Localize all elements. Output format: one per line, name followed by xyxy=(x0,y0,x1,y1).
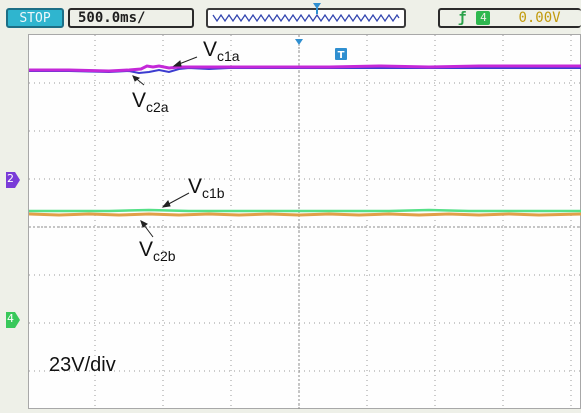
arrowhead-vc1b xyxy=(161,200,171,208)
trigger-position-icon[interactable] xyxy=(295,39,303,45)
trace-vc1a xyxy=(29,64,581,73)
waveform-display: T xyxy=(29,35,581,410)
overview-trigger-icon xyxy=(313,3,321,14)
trigger-readout[interactable]: ƒ 4 0.00V xyxy=(438,8,581,28)
trigger-time-marker[interactable]: T xyxy=(335,48,347,61)
graticule: T Vc1a Vc2a Vc1b Vc2b xyxy=(28,34,581,410)
run-stop-status[interactable]: STOP xyxy=(6,8,64,28)
label-vc1b: Vc1b xyxy=(188,175,225,201)
label-vc1a: Vc1a xyxy=(203,38,240,64)
run-state-label: STOP xyxy=(19,10,51,26)
waveform-overview xyxy=(212,13,400,23)
channel-2-marker[interactable] xyxy=(6,172,20,188)
memory-overview-bar[interactable] xyxy=(206,3,406,28)
status-bar: STOP 500.0ms/ ƒ 4 0.00V xyxy=(0,0,581,30)
timebase-readout[interactable]: 500.0ms/ xyxy=(68,8,194,28)
trigger-source-badge: 4 xyxy=(476,11,491,25)
trigger-level-value: 0.00V xyxy=(518,10,561,26)
channel-2-label: 2 xyxy=(7,172,14,185)
trace-vc2b xyxy=(29,212,581,217)
label-vc2a: Vc2a xyxy=(132,89,169,115)
label-vc2b: Vc2b xyxy=(139,238,176,264)
timebase-label: 500.0ms/ xyxy=(78,10,146,26)
trace-vc1b xyxy=(29,208,581,213)
arrowhead-vc1a xyxy=(172,60,182,67)
scale-label: 23V/div xyxy=(49,354,116,376)
arrowhead-vc2b xyxy=(140,220,148,228)
svg-text:T: T xyxy=(338,50,345,61)
channel-4-marker[interactable] xyxy=(6,312,20,328)
annotation-arrows xyxy=(132,56,198,238)
rising-edge-icon: ƒ xyxy=(458,10,467,26)
channel-4-label: 4 xyxy=(7,312,14,325)
arrowhead-vc2a xyxy=(132,75,141,82)
